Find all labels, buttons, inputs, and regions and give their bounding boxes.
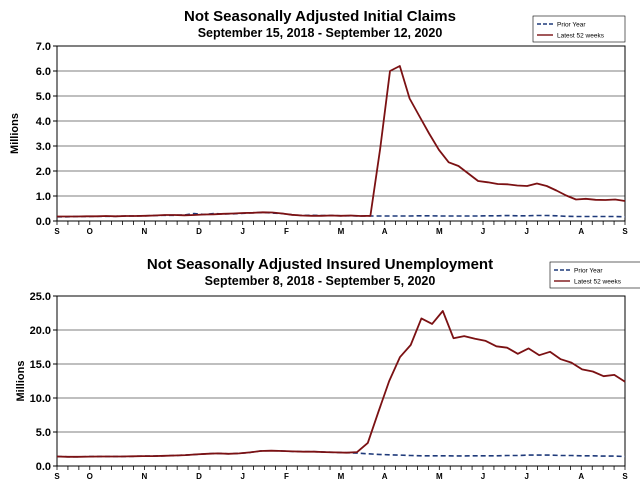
x-tick-label: D — [196, 227, 202, 236]
x-tick-label: J — [481, 227, 485, 236]
y-tick-label: 15.0 — [30, 359, 51, 371]
x-tick-label: M — [436, 472, 443, 481]
x-tick-label: S — [54, 227, 60, 236]
x-tick-label: D — [196, 472, 202, 481]
x-tick-label: S — [622, 227, 628, 236]
legend-label: Prior Year — [557, 22, 586, 29]
x-tick-label: A — [578, 472, 584, 481]
x-tick-label: N — [141, 472, 147, 481]
plot-frame — [56, 295, 626, 467]
x-tick-label: J — [240, 227, 244, 236]
x-tick-label: J — [524, 227, 528, 236]
y-tick-label: 6.0 — [36, 66, 51, 78]
x-tick-label: O — [87, 227, 93, 236]
legend-box — [532, 15, 626, 43]
y-tick-label: 10.0 — [30, 393, 51, 405]
y-tick-label: 1.0 — [36, 191, 51, 203]
x-tick-label: A — [578, 227, 584, 236]
chart-title: Not Seasonally Adjusted Insured Unemploy… — [146, 256, 494, 273]
insured-unemployment-chart: 0.0 5.0 10.0 15.0 20.0 25.0 S O N D J F M A M J J A S Milli… — [15, 261, 640, 481]
x-tick-label: F — [284, 227, 289, 236]
insured-unemployment-panel: Not Seasonally Adjusted Insured Unemploy… — [0, 244, 640, 488]
y-tick-label: 5.0 — [36, 427, 51, 439]
y-axis-label: Millions — [9, 113, 21, 154]
y-tick-label: 3.0 — [36, 141, 51, 153]
plot-frame — [56, 45, 626, 222]
y-tick-label: 20.0 — [30, 325, 51, 337]
x-tick-label: F — [284, 472, 289, 481]
initial-claims-panel: Not Seasonally Adjusted Initial Claims S… — [0, 0, 640, 240]
y-axis-label: Millions — [15, 361, 27, 402]
y-tick-label: 7.0 — [36, 41, 51, 53]
series-line-latest-52-weeks — [56, 310, 626, 458]
series-line-latest-52-weeks — [57, 65, 626, 218]
initial-claims-chart: 0.0 1.0 2.0 3.0 4.0 5.0 6.0 7.0 S O N D J F M A M J J A S Mil… — [9, 15, 628, 236]
legend-label: Latest 52 weeks — [574, 279, 622, 286]
x-tick-label: M — [338, 227, 345, 236]
chart-subtitle: September 15, 2018 - September 12, 2020 — [197, 26, 443, 40]
x-tick-label: J — [481, 472, 485, 481]
y-tick-label: 4.0 — [36, 116, 51, 128]
chart-title: Not Seasonally Adjusted Initial Claims — [183, 8, 456, 25]
y-tick-label: 0.0 — [36, 461, 51, 473]
x-tick-label: M — [338, 472, 345, 481]
legend-label: Latest 52 weeks — [557, 33, 605, 40]
x-tick-label: N — [141, 227, 147, 236]
x-tick-label: A — [382, 227, 388, 236]
y-tick-label: 25.0 — [30, 291, 51, 303]
y-tick-label: 5.0 — [36, 91, 51, 103]
x-tick-label: S — [54, 472, 60, 481]
x-tick-label: M — [436, 227, 443, 236]
x-tick-label: J — [524, 472, 528, 481]
legend-box — [549, 261, 640, 289]
x-tick-label: A — [382, 472, 388, 481]
y-tick-label: 2.0 — [36, 166, 51, 178]
x-tick-label: O — [87, 472, 93, 481]
y-tick-label: 0.0 — [36, 216, 51, 228]
x-tick-label: J — [240, 472, 244, 481]
chart-subtitle: September 8, 2018 - September 5, 2020 — [204, 274, 436, 288]
x-tick-label: S — [622, 472, 628, 481]
legend-label: Prior Year — [574, 268, 603, 275]
